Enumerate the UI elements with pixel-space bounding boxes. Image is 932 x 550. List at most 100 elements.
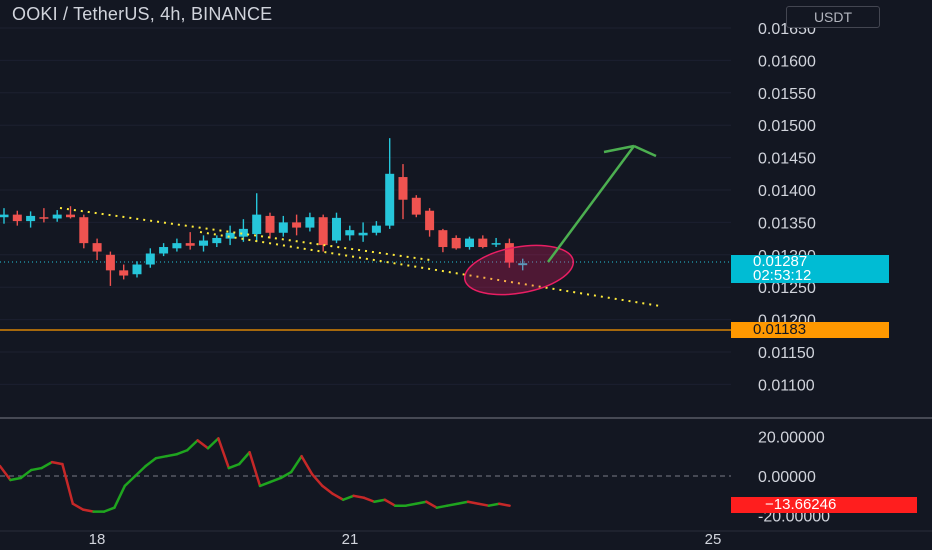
candle-body [185, 243, 195, 246]
oscillator-segment [9, 476, 23, 482]
price-tick-label: 0.01600 [758, 53, 816, 70]
candle-body [504, 243, 514, 263]
time-tick-label: 21 [342, 531, 359, 548]
price-tick-label: 0.01250 [758, 280, 816, 297]
oscillator-segment [206, 437, 220, 450]
candle-body [465, 238, 474, 248]
price-tick-label: 0.01350 [758, 215, 816, 232]
oscillator-segment [477, 502, 491, 507]
oscillator-segment [341, 494, 355, 502]
oscillator-segment [71, 502, 85, 511]
oscillator-value-tag: −13.66246 [731, 497, 917, 513]
currency-selector[interactable]: USDT [786, 6, 880, 28]
support-price-value: 0.01183 [753, 321, 807, 338]
price-tick-label: 0.01550 [758, 86, 816, 103]
oscillator-segment [362, 496, 376, 503]
oscillator-segment [185, 439, 199, 452]
oscillator-segment [175, 449, 189, 456]
oscillator-segment [404, 502, 418, 507]
oscillator-segment [0, 464, 12, 482]
oscillator-segment [165, 452, 179, 458]
time-axis[interactable]: 18 21 25 [89, 531, 722, 548]
price-tick-label: 0.01100 [758, 377, 815, 394]
candle-body [238, 228, 248, 237]
candle-body [119, 270, 129, 276]
oscillator-tick-label: 20.00000 [758, 429, 825, 446]
candle-body [491, 243, 501, 245]
oscillator-segment [248, 450, 262, 488]
oscillator-segment [435, 504, 449, 509]
candle-body [12, 214, 22, 222]
oscillator-segment [133, 464, 147, 478]
candle-body [451, 237, 461, 249]
candle-body [39, 217, 49, 219]
candle-body [278, 222, 288, 233]
oscillator-segment [113, 484, 127, 509]
candle-countdown: 02:53:12 [753, 267, 812, 284]
oscillator-segment [237, 450, 251, 466]
oscillator-segment [383, 498, 397, 507]
price-grid [0, 27, 731, 385]
up-arrow-drawing[interactable] [546, 144, 657, 263]
candle-body [145, 253, 155, 265]
oscillator-segment [196, 439, 210, 450]
oscillator-segment [258, 480, 272, 488]
oscillator-segment [445, 502, 459, 507]
lower-trend-line[interactable] [199, 231, 661, 307]
candle-body [199, 240, 208, 246]
candle-body [318, 217, 328, 246]
oscillator-segment [321, 484, 335, 496]
oscillator-tick-label: 0.00000 [758, 469, 816, 486]
oscillator-segment [414, 500, 428, 505]
time-tick-label: 18 [89, 531, 106, 548]
price-axis[interactable]: 0.016500.016000.015500.015000.014500.014… [758, 21, 816, 394]
candle-body [265, 215, 275, 233]
oscillator-segment [227, 462, 241, 470]
candle-body [345, 230, 355, 236]
price-tick-label: 0.01500 [758, 118, 816, 135]
oscillator-segment [352, 494, 366, 500]
oscillator-segment [487, 502, 501, 507]
oscillator-segment [497, 502, 511, 507]
candle-body [79, 217, 89, 244]
oscillator-segment [456, 500, 470, 505]
oscillator-segment [310, 472, 324, 488]
candle-body [132, 264, 142, 275]
price-tick-label: 0.01450 [758, 151, 816, 168]
oscillator-segment [300, 454, 314, 476]
oscillator-segment [144, 456, 158, 468]
candle-body [411, 197, 421, 215]
highlight-ellipse[interactable] [461, 238, 577, 302]
candle-body [332, 217, 341, 241]
candle-body [172, 243, 182, 249]
oscillator-segment [81, 508, 95, 513]
oscillator-segment [40, 460, 54, 470]
oscillator-segment [466, 500, 480, 505]
oscillator-segment [102, 506, 116, 513]
price-tick-label: 0.01150 [758, 345, 815, 362]
price-tick-label: 0.01400 [758, 183, 816, 200]
oscillator-current-value: −13.66246 [765, 496, 837, 513]
oscillator-segment [217, 437, 231, 470]
current-price-value: 0.01287 [753, 253, 808, 270]
oscillator-segment [269, 476, 283, 484]
candle-body [212, 237, 222, 244]
current-price-tag: 0.01287 02:53:12 [731, 253, 889, 284]
candle-body [358, 232, 368, 236]
candle-body [252, 214, 262, 235]
support-price-tag: 0.01183 [731, 322, 889, 338]
candle-body [0, 214, 9, 218]
candle-body [92, 243, 102, 252]
candle-body [385, 173, 395, 226]
oscillator-segment [19, 468, 33, 480]
oscillator-segment [123, 474, 137, 488]
oscillator-segment [154, 454, 168, 460]
oscillator-segment [289, 454, 303, 474]
candle-body [105, 254, 115, 271]
oscillator-segment [61, 462, 75, 505]
candle-body [26, 215, 36, 222]
candle-body [225, 232, 235, 239]
oscillator-segment [425, 500, 439, 509]
oscillator-segment [279, 470, 293, 480]
chart-title: OOKI / TetherUS, 4h, BINANCE [12, 4, 273, 24]
